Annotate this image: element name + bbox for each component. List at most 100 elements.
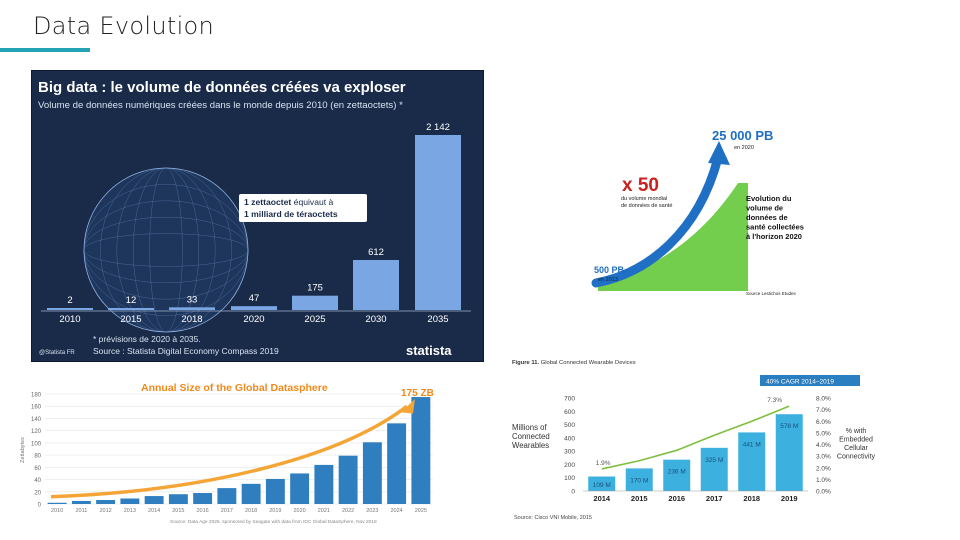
callout-line-1: 1 zettaoctet équivaut à	[244, 197, 334, 207]
bar-2018	[241, 483, 261, 504]
x-tick-label: 2019	[781, 494, 798, 503]
y2-axis-label: Cellular	[844, 445, 868, 452]
bar-value-label: 170 M	[630, 477, 648, 484]
slide-title: Data Evolution	[33, 12, 215, 40]
y-axis-label: Zettabytes	[20, 437, 26, 463]
y-tick-label: 100	[564, 475, 575, 482]
bar-value-label: 578 M	[780, 423, 798, 430]
x-tick-label: 2023	[366, 508, 378, 514]
chart-global-datasphere: Annual Size of the Global Datasphere 0 20 4…	[20, 382, 434, 525]
bar-2020	[290, 473, 310, 504]
bar-2013	[120, 498, 140, 504]
bar-value-label: 2	[67, 295, 72, 306]
line-label-first: 1.9%	[596, 460, 611, 467]
start-year: en 2013	[598, 277, 618, 283]
chart-connected-wearables: Figure 11. Global Connected Wearable Dev…	[512, 360, 876, 521]
y-tick-label: 80	[34, 454, 41, 460]
callout-box	[239, 194, 367, 222]
y-tick-label: 60	[34, 466, 41, 472]
y-axis-label: Wearables	[512, 441, 549, 450]
panel-title-line: santé collectées	[746, 223, 804, 232]
y-tick-label: 20	[34, 490, 41, 496]
bar-2017	[217, 488, 237, 504]
statista-logo: statista	[406, 343, 452, 358]
bar-value-label: 109 M	[593, 482, 611, 489]
chart-subtitle: Volume de données numériques créées dans…	[38, 100, 403, 111]
bar-value-label: 12	[126, 295, 137, 306]
title-accent-rule	[0, 48, 90, 52]
y-tick-label: 400	[564, 435, 575, 442]
x-tick-label: 2021	[318, 508, 330, 514]
y2-tick-label: 2.0%	[816, 465, 831, 472]
source-note: Source: Cisco VNI Mobile, 2015	[514, 515, 592, 521]
y-axis-label: Connected	[512, 432, 550, 441]
y-tick-label: 180	[31, 393, 42, 399]
x-tick-label: 2022	[342, 508, 354, 514]
source-note: Source : Statista Digital Economy Compas…	[93, 346, 279, 356]
start-value: 500 PB	[594, 265, 625, 275]
bar-2018	[169, 307, 215, 310]
bar-value-label: 175	[307, 283, 323, 294]
y2-tick-label: 1.0%	[816, 477, 831, 484]
x-tick-label: 2020	[243, 314, 264, 325]
bar-value-label: 325 M	[705, 457, 723, 464]
bar-2035	[415, 135, 461, 310]
end-year: en 2020	[734, 145, 754, 151]
bar-2010	[47, 502, 67, 504]
bar-2014	[588, 476, 616, 491]
bar-2016	[663, 459, 691, 491]
chart-big-data-volume: Big data : le volume de données créées v…	[31, 70, 484, 362]
y2-tick-label: 3.0%	[816, 454, 831, 461]
bar-2021	[314, 464, 334, 504]
growth-arrow-head	[708, 141, 730, 165]
bar-2030	[353, 260, 399, 310]
bar-value-label: 236 M	[668, 469, 686, 476]
bar-2016	[193, 493, 213, 504]
bar-2019	[265, 478, 285, 504]
y2-tick-label: 4.0%	[816, 442, 831, 449]
y-tick-label: 160	[31, 405, 42, 411]
y-tick-label: 100	[31, 441, 42, 447]
globe-illustration	[83, 167, 249, 333]
callout-line-2: 1 milliard de téraoctets	[244, 209, 338, 219]
y2-tick-label: 7.0%	[816, 407, 831, 414]
x-tick-label: 2017	[706, 494, 723, 503]
y-tick-label: 120	[31, 429, 42, 435]
y2-axis-label: Connectivity	[837, 454, 876, 461]
bar-2010	[47, 308, 93, 310]
x-tick-label: 2010	[59, 314, 80, 325]
y2-tick-label: 8.0%	[816, 396, 831, 403]
y-tick-label: 600	[564, 409, 575, 416]
x-tick-label: 2018	[181, 314, 202, 325]
chart-title: Annual Size of the Global Datasphere	[141, 382, 328, 394]
x-tick-label: 2030	[365, 314, 386, 325]
growth-arrow-curve	[591, 153, 723, 288]
trend-arrow-head	[401, 398, 415, 414]
x-tick-label: 2018	[743, 494, 760, 503]
bar-2022	[338, 455, 358, 504]
bar-2015	[168, 494, 188, 504]
bar-2012	[96, 500, 116, 504]
figure-caption: Figure 11. Global Connected Wearable Dev…	[512, 360, 636, 366]
x-tick-label: 2014	[593, 494, 611, 503]
x-tick-label: 2018	[245, 508, 257, 514]
y2-tick-label: 0.0%	[816, 489, 831, 496]
bar-2017	[700, 447, 728, 491]
cagr-banner	[760, 375, 860, 386]
source-note: Source: Data Age 2025, sponsored by Seag…	[170, 519, 377, 525]
y-tick-label: 0	[38, 503, 42, 509]
footnote: * prévisions de 2020 à 2035.	[93, 334, 201, 344]
bar-2025	[292, 295, 338, 310]
x-tick-label: 2012	[100, 508, 112, 514]
y-axis-label: Millions of	[512, 423, 547, 432]
x-tick-label: 2011	[75, 508, 87, 514]
x-tick-label: 2017	[221, 508, 233, 514]
bar-2025	[411, 397, 431, 504]
x-tick-label: 2015	[120, 314, 141, 325]
trend-arrow	[50, 404, 409, 499]
line-label-last: 7.3%	[767, 397, 782, 404]
bar-2024	[387, 423, 407, 504]
green-growth-area	[598, 183, 748, 291]
bar-2015	[108, 308, 154, 310]
